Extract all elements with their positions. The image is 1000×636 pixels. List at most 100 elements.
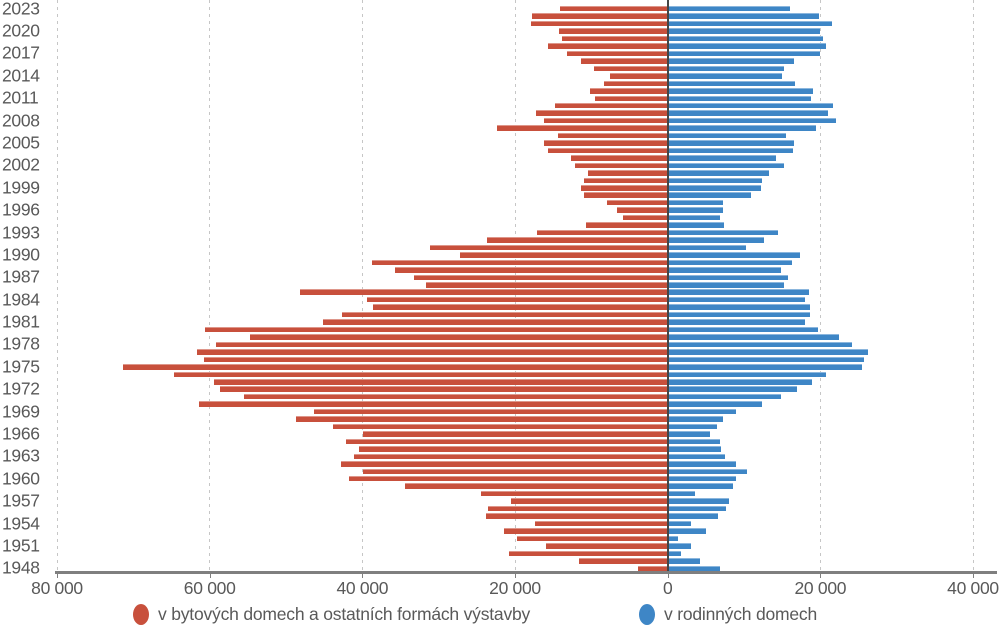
family-bar [668, 252, 800, 258]
family-bar [668, 551, 681, 557]
family-bar [668, 386, 798, 392]
family-bar [668, 334, 839, 340]
bar-row-1963 [0, 454, 1000, 460]
bar-row-2019 [0, 36, 1000, 42]
apartment-bar [536, 110, 668, 116]
bar-row-2012 [0, 88, 1000, 94]
family-bar [668, 312, 811, 318]
apartment-bar [174, 372, 668, 378]
apartment-bar [372, 260, 667, 266]
x-tick-label: 60 000 [184, 578, 236, 599]
family-bar [668, 28, 821, 34]
bar-row-1960 [0, 476, 1000, 482]
bar-row-1995 [0, 215, 1000, 221]
bar-row-1988 [0, 267, 1000, 273]
family-bar [668, 289, 809, 295]
family-bar [668, 43, 826, 49]
family-bar [668, 215, 721, 221]
x-tick-label: 20 000 [794, 578, 846, 599]
apartment-bar [604, 81, 668, 87]
bar-row-2004 [0, 148, 1000, 154]
family-bar [668, 476, 736, 482]
apartment-bar [486, 513, 668, 519]
family-bar [668, 192, 751, 198]
family-bar [668, 185, 761, 191]
apartment-bar [555, 103, 667, 109]
apartment-bar [296, 416, 668, 422]
bar-row-2023 [0, 6, 1000, 12]
x-axis-line [55, 571, 997, 574]
bar-row-1966 [0, 431, 1000, 437]
family-bar [668, 155, 776, 161]
apartment-bar [559, 28, 668, 34]
apartment-bar [414, 275, 667, 281]
apartment-bar [354, 454, 668, 460]
apartment-bar [497, 125, 667, 131]
bar-row-2013 [0, 81, 1000, 87]
family-bar [668, 207, 723, 213]
bar-row-2015 [0, 66, 1000, 72]
family-bar [668, 200, 724, 206]
family-bar [668, 21, 832, 27]
family-bar [668, 36, 823, 42]
bar-row-1993 [0, 230, 1000, 236]
family-bar [668, 88, 813, 94]
apartment-bar [517, 536, 668, 542]
family-bar [668, 319, 805, 325]
family-bar [668, 401, 762, 407]
apartment-bar [544, 140, 668, 146]
apartment-bar [373, 304, 668, 310]
family-bar [668, 6, 790, 12]
bar-row-2022 [0, 13, 1000, 19]
bar-row-1949 [0, 558, 1000, 564]
family-bar [668, 66, 784, 72]
family-bar [668, 513, 718, 519]
apartment-bar [535, 521, 668, 527]
apartment-bar [610, 73, 667, 79]
bar-row-1981 [0, 319, 1000, 325]
bar-row-2009 [0, 110, 1000, 116]
legend: v bytových domech a ostatních formách vý… [0, 604, 1000, 634]
family-bar [668, 461, 736, 467]
bar-row-1971 [0, 394, 1000, 400]
bar-row-2008 [0, 118, 1000, 124]
apartment-bar [567, 51, 668, 57]
family-bar [668, 110, 828, 116]
family-bar [668, 357, 864, 363]
family-bar [668, 498, 730, 504]
bar-row-1953 [0, 528, 1000, 534]
family-bar [668, 469, 747, 475]
legend-item-apartment: v bytových domech a ostatních formách vý… [133, 604, 530, 625]
bar-row-1985 [0, 289, 1000, 295]
family-legend-label: v rodinných domech [664, 604, 817, 625]
bar-row-2021 [0, 21, 1000, 27]
apartment-bar [363, 469, 668, 475]
family-bar [668, 230, 779, 236]
apartment-bar [584, 192, 667, 198]
bar-row-1950 [0, 551, 1000, 557]
family-bar [668, 163, 785, 169]
family-bar [668, 96, 812, 102]
family-bar [668, 267, 781, 273]
apartment-bar [333, 424, 667, 430]
family-bar [668, 558, 700, 564]
apartment-bar [537, 230, 668, 236]
x-tick-label: 40 000 [336, 578, 388, 599]
bar-row-1980 [0, 327, 1000, 333]
apartment-bar [509, 551, 668, 557]
apartment-bar [395, 267, 668, 273]
apartment-bar [548, 43, 668, 49]
family-bar [668, 454, 725, 460]
bar-row-2011 [0, 96, 1000, 102]
apartment-bar [199, 401, 668, 407]
zero-axis-line [667, 0, 669, 572]
apartment-bar [244, 394, 668, 400]
apartment-bar [367, 297, 668, 303]
apartment-bar [346, 439, 667, 445]
family-bar [668, 431, 710, 437]
family-bar [668, 543, 692, 549]
family-bar [668, 342, 852, 348]
bar-row-1970 [0, 401, 1000, 407]
family-bar [668, 103, 834, 109]
family-bar [668, 394, 782, 400]
